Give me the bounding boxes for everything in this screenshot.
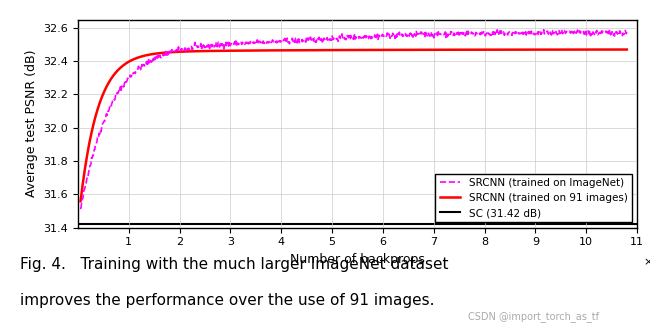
X-axis label: Number of backprops: Number of backprops <box>290 253 425 266</box>
Legend: SRCNN (trained on ImageNet), SRCNN (trained on 91 images), SC (31.42 dB): SRCNN (trained on ImageNet), SRCNN (trai… <box>436 174 632 222</box>
Y-axis label: Average test PSNR (dB): Average test PSNR (dB) <box>25 50 38 197</box>
Text: improves the performance over the use of 91 images.: improves the performance over the use of… <box>20 292 434 307</box>
Text: CSDN @import_torch_as_tf: CSDN @import_torch_as_tf <box>468 311 599 322</box>
Text: Fig. 4.   Training with the much larger ImageNet dataset: Fig. 4. Training with the much larger Im… <box>20 257 448 272</box>
Text: $\times 10^{8}$: $\times 10^{8}$ <box>643 253 650 269</box>
